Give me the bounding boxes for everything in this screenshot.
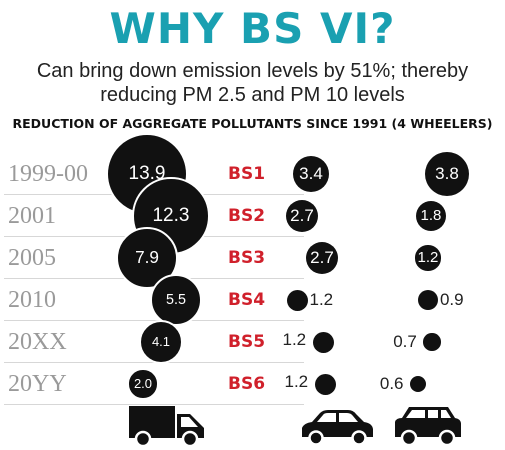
suv-emission-dot [423,333,441,351]
standard-label: BS1 [228,164,266,184]
suv-emission-bubble: 3.8 [424,151,470,197]
year-label: 2001 [8,203,56,229]
car-emission-value: 1.2 [282,330,307,349]
suv-emission-bubble: 1.2 [415,245,441,271]
year-label: 2005 [8,245,56,271]
subtitle-line-2: reducing PM 2.5 and PM 10 levels [100,84,405,106]
truck-emission-bubble: 4.1 [138,319,184,365]
suv-emission-dot [409,375,427,393]
car-emission-dot [314,373,336,395]
standard-label: BS6 [228,374,266,394]
subtitle-line-1: Can bring down emission levels by 51%; t… [36,60,469,82]
suv-emission-value: 0.9 [439,290,464,309]
standard-label: BS2 [228,206,266,226]
year-label: 20XX [8,329,67,355]
suv-emission-value: 0.6 [379,374,404,393]
truck-icon [129,406,204,448]
year-label: 2010 [8,287,56,313]
year-label: 20YY [8,371,67,397]
suv-emission-bubble: 1.8 [415,200,447,232]
year-label: 1999-00 [8,161,88,187]
car-emission-value: 1.2 [309,290,334,309]
truck-emission-bubble: 5.5 [149,273,203,327]
standard-label: BS3 [228,248,266,268]
suv-emission-dot [418,290,438,310]
row-separator [4,404,304,405]
car-icon [302,410,373,446]
truck-emission-bubble: 2.0 [127,368,159,400]
car-emission-dot [312,331,334,353]
suv-emission-value: 0.7 [393,332,417,351]
car-emission-bubble: 2.7 [305,241,339,275]
standard-label: BS4 [228,290,266,310]
car-emission-dot [286,289,308,311]
suv-icon [395,407,461,447]
car-emission-value: 1.2 [284,372,309,391]
section-heading: REDUCTION OF AGGREGATE POLLUTANTS SINCE … [12,116,493,131]
standard-label: BS5 [228,332,266,352]
page-title: WHY BS VI? [109,4,396,53]
car-emission-bubble: 2.7 [285,199,319,233]
car-emission-bubble: 3.4 [292,155,330,193]
